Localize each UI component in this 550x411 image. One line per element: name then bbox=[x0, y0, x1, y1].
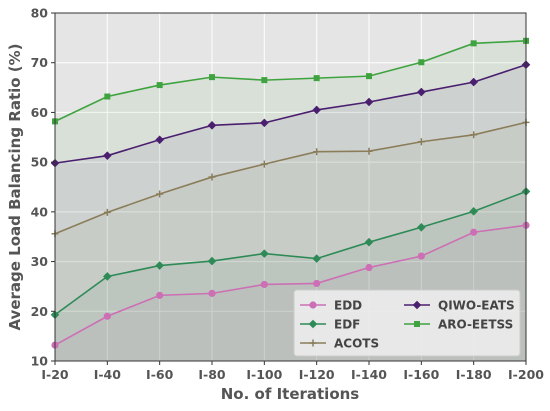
data-point-edd bbox=[417, 252, 425, 260]
x-tick-label: I-80 bbox=[198, 367, 226, 382]
data-point-edd bbox=[470, 228, 478, 236]
data-point-aro-eetss bbox=[156, 82, 163, 89]
y-tick-label: 70 bbox=[31, 55, 49, 70]
data-point-qiwo-eats bbox=[260, 118, 269, 128]
x-tick-label: I-200 bbox=[508, 367, 544, 382]
data-point-edf bbox=[103, 272, 112, 281]
data-point-edf bbox=[260, 249, 269, 258]
data-point-acots bbox=[313, 148, 321, 156]
line-acots bbox=[54, 121, 527, 235]
data-point-acots bbox=[417, 138, 425, 146]
x-tick-label: I-160 bbox=[403, 367, 439, 382]
legend-swatch-marker bbox=[308, 319, 318, 329]
legend-swatch-marker bbox=[412, 300, 422, 310]
data-point-edd bbox=[208, 289, 216, 297]
data-point-aro-eetss bbox=[313, 75, 320, 82]
area-aro-eetss bbox=[55, 40, 526, 362]
data-point-aro-eetss bbox=[104, 93, 111, 100]
data-point-edd bbox=[260, 280, 268, 289]
y-axis-label: Average Load Balancing Ratio (%) bbox=[6, 43, 24, 330]
data-point-acots bbox=[260, 160, 268, 168]
legend-label: ARO-EETSS bbox=[438, 318, 513, 332]
data-point-aro-eetss bbox=[261, 77, 268, 84]
x-tick-label: I-100 bbox=[246, 367, 282, 382]
data-point-qiwo-eats bbox=[364, 97, 374, 107]
y-tick-label: 30 bbox=[31, 254, 49, 269]
data-point-edf bbox=[417, 222, 426, 232]
line-edf bbox=[54, 190, 527, 316]
data-point-aro-eetss bbox=[366, 73, 372, 80]
data-point-aro-eetss bbox=[418, 59, 425, 66]
legend-label: EDF bbox=[334, 318, 360, 332]
legend: EDD EDF ACOTS QIWO-EATS ARO-EETSS bbox=[293, 289, 521, 357]
data-point-acots bbox=[208, 173, 216, 181]
data-point-acots bbox=[470, 131, 478, 139]
y-tick-label: 50 bbox=[31, 155, 49, 170]
data-point-edd bbox=[365, 263, 373, 272]
x-tick-label: I-180 bbox=[456, 367, 492, 382]
y-tick-label: 60 bbox=[31, 105, 49, 120]
line-qiwo-eats bbox=[54, 63, 527, 164]
data-point-edf bbox=[364, 237, 374, 247]
line-aro-eetss bbox=[54, 40, 527, 123]
data-point-aro-eetss bbox=[209, 74, 215, 81]
plot-frame bbox=[54, 12, 527, 362]
legend-swatch-marker bbox=[309, 339, 317, 347]
legend-swatch-marker bbox=[414, 321, 420, 327]
area-qiwo-eats bbox=[55, 64, 526, 362]
y-tick-label: 80 bbox=[31, 6, 49, 21]
data-point-qiwo-eats bbox=[469, 77, 478, 87]
data-point-edd bbox=[313, 279, 321, 288]
x-axis-label: No. of Iterations bbox=[221, 385, 360, 403]
legend-box bbox=[293, 289, 521, 357]
legend-swatch-marker bbox=[309, 301, 317, 309]
data-point-qiwo-eats bbox=[312, 105, 321, 115]
data-point-edf bbox=[312, 254, 321, 263]
axes: 10 20 30 40 50 60 70 80 I-20 I-40 I-60 I-80 I-100 I-1… bbox=[31, 6, 545, 383]
data-point-acots bbox=[156, 190, 164, 198]
data-point-edd bbox=[103, 312, 111, 320]
series-lines bbox=[54, 40, 527, 346]
data-point-qiwo-eats bbox=[103, 151, 112, 160]
data-point-qiwo-eats bbox=[417, 87, 426, 97]
data-point-qiwo-eats bbox=[155, 135, 164, 145]
data-point-qiwo-eats bbox=[207, 121, 217, 130]
x-tick-label: I-20 bbox=[41, 367, 69, 382]
data-point-edf bbox=[155, 261, 164, 270]
x-tick-label: I-40 bbox=[94, 367, 122, 382]
data-point-edf bbox=[207, 256, 217, 266]
y-tick-label: 20 bbox=[31, 304, 49, 319]
data-point-acots bbox=[103, 208, 111, 216]
y-tick-label: 10 bbox=[31, 354, 49, 369]
legend-label: ACOTS bbox=[334, 337, 379, 351]
data-point-edd bbox=[156, 291, 164, 299]
data-point-edf bbox=[469, 207, 478, 216]
legend-label: EDD bbox=[334, 299, 362, 313]
x-tick-label: I-60 bbox=[146, 367, 174, 382]
x-tick-label: I-120 bbox=[299, 367, 335, 382]
line-edd bbox=[54, 224, 527, 346]
data-point-acots bbox=[365, 147, 373, 155]
y-tick-label: 40 bbox=[31, 204, 49, 219]
legend-label: QIWO-EATS bbox=[438, 299, 515, 313]
x-tick-label: I-140 bbox=[351, 367, 387, 382]
data-point-aro-eetss bbox=[470, 40, 477, 47]
